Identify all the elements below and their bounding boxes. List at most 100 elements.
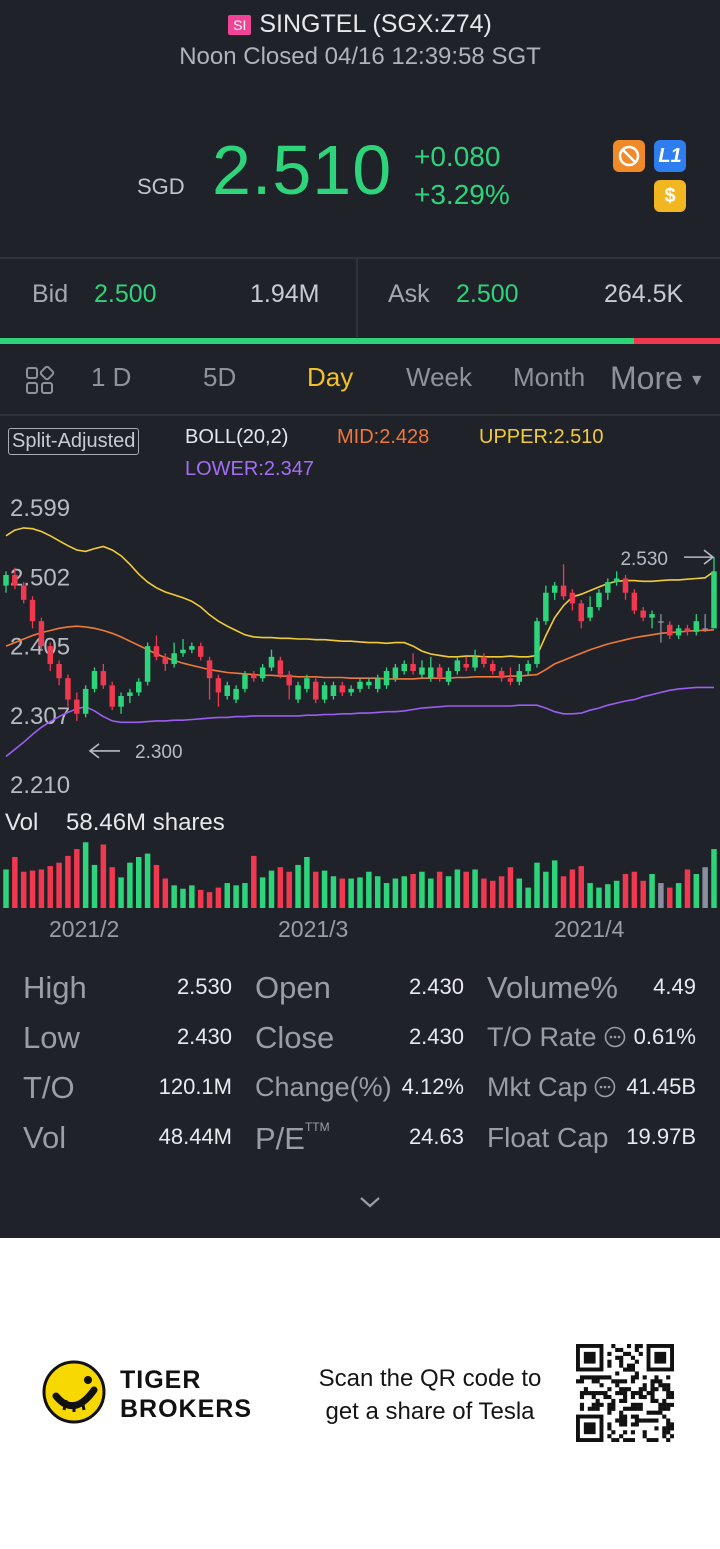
bid-price[interactable]: 2.500: [94, 280, 157, 308]
qr-module: [579, 1375, 585, 1380]
candle-body: [136, 681, 142, 693]
candle-body: [622, 578, 629, 593]
grid-icon: [26, 365, 55, 394]
qr-module: [591, 1406, 596, 1411]
volume-bar: [543, 871, 549, 908]
candle-body: [180, 649, 186, 654]
candle: [684, 624, 691, 636]
promo-text: Scan the QR code to get a share of Tesla: [300, 1362, 560, 1428]
candle: [605, 578, 611, 600]
candle: [56, 660, 62, 686]
indicator-name[interactable]: BOLL(20,2): [185, 426, 289, 448]
candle: [578, 599, 584, 629]
price-change-block: +0.080 +3.29%: [414, 138, 510, 214]
candle-body: [233, 688, 239, 700]
bid-size: 1.94M: [250, 280, 320, 308]
volume-bar: [507, 867, 514, 908]
stat-label: T/O Rate: [487, 1022, 597, 1052]
stat-value: 48.44M: [158, 1124, 232, 1149]
tab-1d[interactable]: 1 D: [91, 362, 132, 392]
qr-module: [583, 1387, 588, 1392]
no-short-icon[interactable]: [613, 140, 645, 172]
qr-module: [591, 1394, 596, 1400]
candle-body: [339, 685, 346, 693]
qr-module: [623, 1391, 628, 1396]
qr-module: [611, 1438, 616, 1442]
candle: [374, 674, 381, 693]
max-arrow-head-icon: [703, 549, 715, 565]
volume-bar: [658, 883, 664, 908]
volume-bar: [118, 877, 124, 908]
volume-bar: [136, 857, 142, 908]
expand-chevron-icon[interactable]: [357, 1194, 383, 1215]
candle-body: [127, 692, 133, 696]
volume-chart[interactable]: [0, 838, 720, 910]
candle-body: [321, 685, 328, 700]
candle: [401, 660, 407, 675]
qr-module: [630, 1414, 635, 1419]
candle-body: [374, 678, 381, 689]
stat-label: Open: [255, 970, 331, 1005]
chart-layout-icon[interactable]: [25, 365, 55, 401]
volume-bar: [684, 869, 691, 908]
stat-label: High: [23, 970, 87, 1005]
qr-module: [619, 1387, 624, 1392]
stock-title[interactable]: SI SINGTEL (SGX:Z74): [0, 10, 720, 39]
tab-week[interactable]: Week: [406, 362, 472, 392]
qr-code[interactable]: [576, 1344, 674, 1442]
candle-body: [295, 685, 301, 700]
candle-body: [56, 663, 62, 679]
volume-bar: [693, 874, 700, 908]
candle-body: [162, 656, 169, 664]
ask-price[interactable]: 2.500: [456, 280, 519, 308]
volume-bar: [516, 878, 523, 908]
qr-module: [607, 1434, 612, 1439]
qr-module: [619, 1347, 624, 1353]
tab-month[interactable]: Month: [513, 362, 586, 392]
tab-more[interactable]: More ▼: [610, 360, 705, 397]
candle: [436, 663, 443, 682]
qr-module: [666, 1383, 671, 1388]
market-status: Noon Closed 04/16 12:39:58 SGT: [179, 43, 541, 70]
level1-icon[interactable]: L1: [654, 140, 686, 172]
qr-module: [615, 1379, 620, 1384]
qr-module: [666, 1391, 671, 1396]
info-icon[interactable]: [604, 1026, 626, 1053]
info-icon[interactable]: [594, 1076, 616, 1103]
qr-module: [630, 1438, 635, 1442]
volume-bar: [268, 870, 275, 908]
boll-mid-line: [5, 625, 715, 680]
tab-5d[interactable]: 5D: [203, 362, 237, 392]
volume-bar: [534, 862, 540, 908]
volume-bar: [82, 842, 89, 908]
candle-body: [702, 628, 708, 630]
stat-label: Mkt Cap: [487, 1072, 588, 1102]
candle-body: [605, 582, 611, 593]
marginable-icon[interactable]: $: [654, 180, 686, 212]
candle-body: [65, 678, 71, 700]
tiger-logo-icon: [42, 1360, 106, 1424]
candlestick-series: [3, 557, 717, 721]
qr-module: [646, 1438, 651, 1442]
split-adjusted-toggle[interactable]: Split-Adjusted: [8, 428, 140, 455]
candle: [640, 606, 646, 622]
candle-body: [12, 574, 18, 586]
price-change: +0.080: [414, 141, 501, 172]
qr-module: [591, 1391, 596, 1396]
candle-body: [472, 656, 478, 668]
volume-bar: [578, 866, 584, 908]
min-arrow-head-icon: [88, 743, 100, 759]
candle: [100, 663, 107, 689]
qr-module: [658, 1406, 663, 1411]
stat-value: 2.430: [176, 1024, 232, 1049]
qr-module: [615, 1347, 620, 1353]
volume-bar: [224, 883, 230, 908]
period-tabs: 1 D 5D Day Week Month More ▼: [0, 360, 720, 402]
candle: [711, 557, 717, 629]
tab-day[interactable]: Day: [307, 362, 354, 392]
ask-label: Ask: [388, 280, 430, 308]
qr-module: [650, 1383, 655, 1388]
